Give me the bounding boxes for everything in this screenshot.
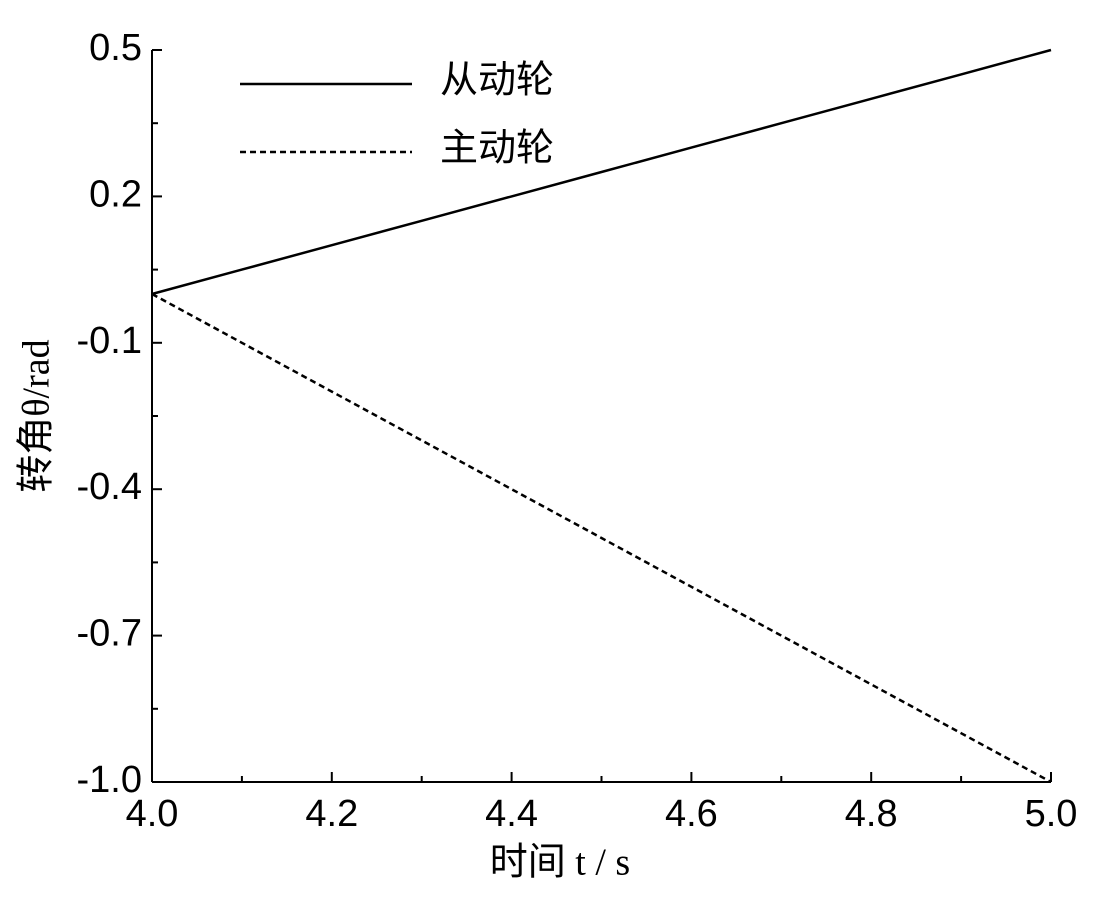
x-axis-label: 时间 t / s [490, 842, 630, 884]
y-tick-label: -1.0 [77, 759, 142, 801]
y-tick-label: -0.7 [77, 613, 142, 655]
x-tick-label: 4.2 [305, 793, 358, 835]
y-tick-label: -0.1 [77, 320, 142, 362]
x-tick-label: 4.0 [126, 793, 179, 835]
data-line [151, 48, 1052, 296]
legend-label: 主动轮 [440, 128, 554, 170]
x-tick-label: 4.4 [485, 793, 538, 835]
y-tick-label: -0.4 [77, 466, 142, 508]
y-tick-label: 0.5 [89, 27, 142, 69]
y-tick-label: 0.2 [89, 173, 142, 215]
y-axis-label: 转角θ/rad [16, 339, 58, 492]
x-tick-label: 4.8 [845, 793, 898, 835]
data-line [151, 292, 1052, 784]
x-tick-label: 5.0 [1025, 793, 1078, 835]
x-tick-label: 4.6 [665, 793, 718, 835]
legend-label: 从动轮 [440, 60, 554, 102]
